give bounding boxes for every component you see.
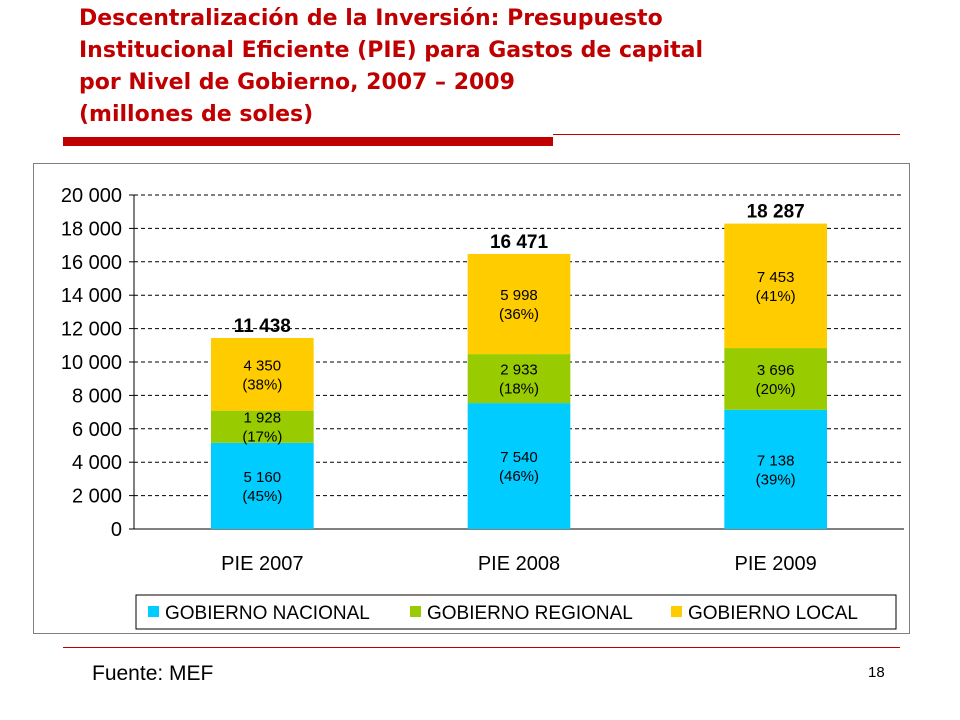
- legend-box: [135, 594, 897, 630]
- legend-swatch: [671, 606, 682, 617]
- bar-segment: [724, 409, 827, 529]
- bar-segment: [467, 403, 571, 529]
- y-tick-label: 12 000: [61, 319, 122, 341]
- segment-value-label: 7 453: [757, 269, 795, 286]
- y-tick-label: 4 000: [72, 452, 122, 474]
- segment-pct-label: (36%): [499, 306, 539, 323]
- segment-pct-label: (18%): [499, 381, 539, 398]
- bar-segment: [211, 410, 314, 443]
- legend-label: GOBIERNO NACIONAL: [165, 603, 370, 624]
- legend-label: GOBIERNO LOCAL: [688, 603, 858, 624]
- title-line-4: (millones de soles): [79, 102, 314, 127]
- segment-value-label: 5 160: [244, 469, 282, 486]
- segment-pct-label: (38%): [242, 376, 282, 393]
- legend-swatch: [148, 606, 159, 617]
- bar-segment: [211, 337, 314, 411]
- x-tick-label: PIE 2007: [221, 553, 303, 575]
- source-note: Fuente: MEF: [92, 662, 214, 685]
- bar-total-label: 11 438: [234, 316, 291, 337]
- title-underline-thick: [63, 137, 553, 146]
- y-tick-label: 0: [111, 519, 122, 541]
- bar-segment: [724, 348, 827, 410]
- y-tick-label: 18 000: [61, 218, 122, 240]
- title-line-1: Descentralización de la Inversión: Presu…: [79, 6, 663, 31]
- bar-total-label: 16 471: [490, 232, 549, 253]
- y-tick-label: 14 000: [61, 285, 122, 307]
- bar-segment: [211, 442, 314, 529]
- bar-segment: [467, 354, 571, 404]
- y-tick-label: 6 000: [72, 419, 122, 441]
- segment-value-label: 3 696: [757, 362, 795, 379]
- bar-segment: [467, 253, 571, 355]
- title-line-2: Institucional Eficiente (PIE) para Gasto…: [79, 38, 704, 63]
- bar-segment: [724, 223, 827, 349]
- segment-value-label: 4 350: [244, 357, 282, 374]
- segment-value-label: 7 138: [757, 452, 795, 469]
- y-tick-label: 16 000: [61, 252, 122, 274]
- y-tick-label: 10 000: [61, 352, 122, 374]
- segment-value-label: 7 540: [500, 449, 538, 466]
- segment-pct-label: (41%): [756, 288, 796, 305]
- legend-swatch: [410, 606, 421, 617]
- segment-pct-label: (45%): [242, 488, 282, 505]
- segment-value-label: 1 928: [244, 410, 282, 427]
- chart-frame: [33, 163, 910, 634]
- segment-pct-label: (46%): [499, 468, 539, 485]
- x-tick-label: PIE 2009: [735, 553, 817, 575]
- page-number: 18: [868, 664, 885, 681]
- y-tick-label: 8 000: [72, 385, 122, 407]
- x-tick-label: PIE 2008: [478, 553, 560, 575]
- footer-divider: [63, 647, 900, 648]
- bar-total-label: 18 287: [747, 202, 805, 223]
- y-tick-label: 20 000: [61, 185, 122, 207]
- legend-label: GOBIERNO REGIONAL: [427, 603, 633, 624]
- segment-pct-label: (39%): [756, 471, 796, 488]
- segment-pct-label: (17%): [242, 429, 282, 446]
- y-tick-label: 2 000: [72, 486, 122, 508]
- title-underline-thin: [553, 134, 900, 135]
- segment-value-label: 2 933: [500, 362, 538, 379]
- segment-value-label: 5 998: [500, 287, 538, 304]
- segment-pct-label: (20%): [756, 381, 796, 398]
- title-line-3: por Nivel de Gobierno, 2007 – 2009: [79, 70, 515, 95]
